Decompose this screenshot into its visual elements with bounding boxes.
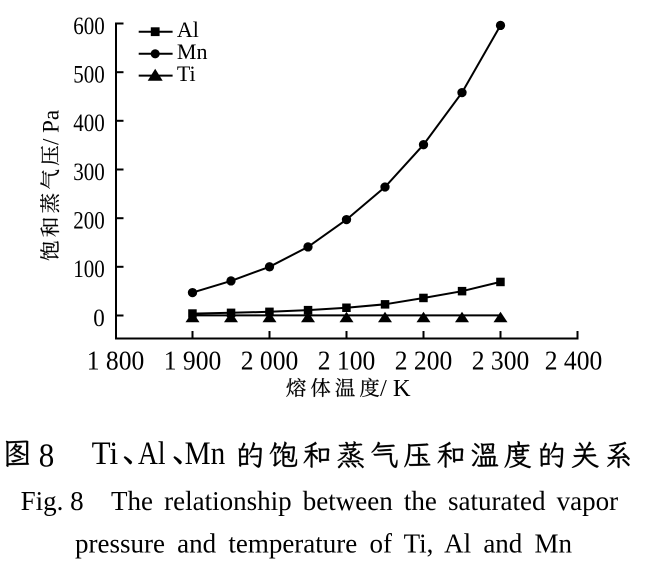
svg-text:400: 400: [73, 110, 105, 137]
svg-text:600: 600: [73, 13, 105, 40]
svg-text:Fig. 8: Fig. 8: [21, 486, 84, 516]
svg-text:2 300: 2 300: [472, 345, 530, 376]
svg-text:1 900: 1 900: [164, 345, 222, 376]
svg-text:Al: Al: [138, 436, 166, 472]
svg-text:Al: Al: [177, 17, 199, 42]
svg-text:2 200: 2 200: [395, 345, 453, 376]
svg-text:The relationship between the s: The relationship between the saturated v…: [111, 486, 618, 516]
svg-text:200: 200: [73, 208, 105, 235]
svg-text:2 400: 2 400: [545, 345, 603, 376]
svg-text:/ Pa: / Pa: [38, 110, 63, 145]
svg-text:2 100: 2 100: [318, 345, 376, 376]
svg-text:100: 100: [73, 256, 105, 283]
svg-text:1 800: 1 800: [87, 345, 145, 376]
svg-text:Ti: Ti: [177, 61, 196, 86]
svg-text:0: 0: [93, 305, 105, 332]
svg-text:8: 8: [39, 437, 55, 474]
svg-text:300: 300: [73, 159, 105, 186]
svg-text:Mn: Mn: [177, 39, 208, 64]
svg-text:/ K: / K: [380, 375, 411, 402]
svg-text:2 000: 2 000: [241, 345, 299, 376]
svg-text:pressure and temperature of Ti: pressure and temperature of Ti, Al and M…: [75, 529, 573, 559]
svg-text:Mn: Mn: [185, 436, 226, 472]
svg-text:500: 500: [73, 62, 105, 89]
svg-text:Ti: Ti: [92, 436, 119, 472]
